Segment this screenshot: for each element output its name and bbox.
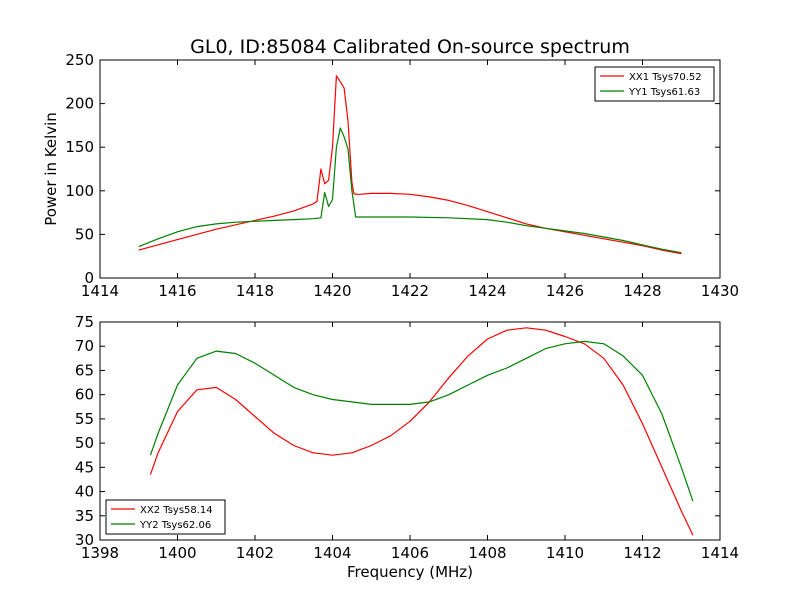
bottom-x-tick-label: 1410 bbox=[546, 544, 584, 562]
chart-title: GL0, ID:85084 Calibrated On-source spect… bbox=[190, 36, 630, 58]
top-y-tick-label: 0 bbox=[84, 269, 94, 287]
bottom-series-line-1 bbox=[149, 327, 694, 536]
bottom-y-tick-label: 55 bbox=[75, 410, 94, 428]
bottom-x-tick-label: 1400 bbox=[158, 544, 196, 562]
bottom-x-tick-label: 1406 bbox=[391, 544, 429, 562]
bottom-y-tick-label: 45 bbox=[75, 458, 94, 476]
bottom-y-tick-label: 60 bbox=[75, 386, 94, 404]
top-y-tick-label: 250 bbox=[65, 51, 94, 69]
bottom-legend-box bbox=[105, 499, 226, 535]
bottom-legend: XX2 Tsys58.14 YY2 Tsys62.06 bbox=[105, 499, 226, 535]
bottom-plot: 1398 1400 1402 1404 1406 1408 1410 1412 1414 30 35… bbox=[75, 313, 739, 562]
top-legend-label-1: XX1 Tsys70.52 bbox=[629, 72, 702, 83]
top-x-tick-label: 1422 bbox=[391, 282, 429, 300]
bottom-series-line-2 bbox=[149, 340, 694, 502]
top-plot: 1414 1416 1418 1420 1422 1424 1426 1428 1430 0 50 1… bbox=[65, 51, 739, 300]
top-x-tick-label: 1424 bbox=[468, 282, 506, 300]
top-x-tick-label: 1430 bbox=[701, 282, 739, 300]
bottom-y-tick-label: 35 bbox=[75, 507, 94, 525]
top-x-tick-label: 1426 bbox=[546, 282, 584, 300]
bottom-y-tick-label: 65 bbox=[75, 361, 94, 379]
top-series-line-2 bbox=[138, 127, 682, 254]
bottom-x-tick-label: 1398 bbox=[81, 544, 119, 562]
bottom-x-tick-label: 1414 bbox=[701, 544, 739, 562]
bottom-x-tick-label: 1404 bbox=[313, 544, 351, 562]
top-legend-box bbox=[594, 66, 715, 102]
top-legend-label-2: YY1 Tsys61.63 bbox=[628, 87, 700, 98]
bottom-x-tick-label: 1408 bbox=[468, 544, 506, 562]
top-x-tick-label: 1428 bbox=[623, 282, 661, 300]
bottom-x-tick-label: 1412 bbox=[623, 544, 661, 562]
top-x-tick-label: 1416 bbox=[158, 282, 196, 300]
top-series-line-1 bbox=[138, 75, 682, 255]
bottom-legend-label-1: XX2 Tsys58.14 bbox=[140, 505, 213, 516]
bottom-y-tick-label: 70 bbox=[75, 337, 94, 355]
top-y-tick-label: 150 bbox=[65, 138, 94, 156]
top-legend: XX1 Tsys70.52 YY1 Tsys61.63 bbox=[594, 66, 715, 102]
bottom-legend-label-2: YY2 Tsys62.06 bbox=[139, 520, 211, 531]
top-y-tick-label: 50 bbox=[75, 225, 94, 243]
bottom-y-tick-label: 50 bbox=[75, 434, 94, 452]
bottom-y-tick-label: 30 bbox=[75, 531, 94, 549]
top-y-tick-label: 200 bbox=[65, 95, 94, 113]
top-x-tick-label: 1414 bbox=[81, 282, 119, 300]
top-y-tick-label: 100 bbox=[65, 182, 94, 200]
top-x-tick-label: 1418 bbox=[236, 282, 274, 300]
bottom-y-tick-label: 75 bbox=[75, 313, 94, 331]
x-axis-label: Frequency (MHz) bbox=[347, 563, 473, 581]
top-y-axis-label: Power in Kelvin bbox=[42, 112, 60, 226]
bottom-x-tick-label: 1402 bbox=[236, 544, 274, 562]
bottom-y-tick-label: 40 bbox=[75, 483, 94, 501]
top-x-tick-label: 1420 bbox=[313, 282, 351, 300]
